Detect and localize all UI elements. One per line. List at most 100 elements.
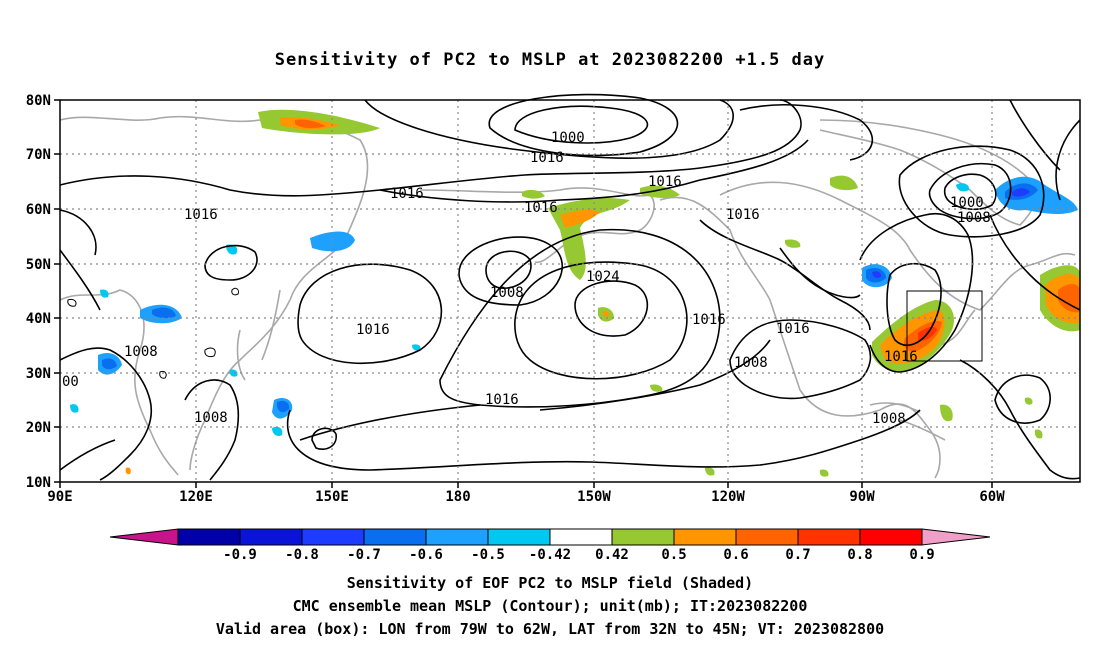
contour-label: 1016 xyxy=(485,392,519,408)
lon-label: 150W xyxy=(577,489,611,505)
contour-label: 1016 xyxy=(530,150,564,166)
contour-line xyxy=(204,244,258,281)
contour-line xyxy=(364,99,734,159)
contour-label: 1008 xyxy=(124,344,158,360)
contour-line xyxy=(1009,99,1081,201)
colorbar-label: -0.5 xyxy=(471,547,505,563)
contour-labels: 1000 1016 1016 1016 1016 1016 1016 1008 … xyxy=(62,130,991,427)
contour-label: 1016 xyxy=(648,174,682,190)
contour-line xyxy=(458,236,563,306)
lon-axis-labels: 90E 120E 150E 180 150W 120W 90W 60W xyxy=(47,489,1005,505)
valid-area-box xyxy=(906,290,983,362)
contour-label: 1008 xyxy=(957,210,991,226)
contour-line xyxy=(859,213,974,373)
shade-patch xyxy=(100,289,109,298)
contour-line xyxy=(485,250,532,289)
colorbar-swatch xyxy=(611,528,675,546)
shade-patch xyxy=(650,384,663,392)
contour-line xyxy=(59,439,116,471)
colorbar-min-arrow xyxy=(109,528,179,546)
contour-line xyxy=(59,347,153,481)
shade-patch xyxy=(125,467,131,475)
colorbar: -0.9 -0.8 -0.7 -0.6 -0.5 -0.42 0.42 0.5 0.6 0.7 0.… xyxy=(109,528,991,563)
colorbar-label: -0.7 xyxy=(347,547,381,563)
island-outline xyxy=(159,371,167,379)
chart-title: Sensitivity of PC2 to MSLP at 2023082200… xyxy=(274,50,826,70)
lon-label: 60W xyxy=(979,489,1005,505)
shade-patch xyxy=(226,244,238,255)
contour-label: 1016 xyxy=(776,321,810,337)
shade-patch xyxy=(295,119,326,129)
colorbar-label: 0.8 xyxy=(847,547,872,563)
contour-line xyxy=(379,139,809,203)
colorbar-swatch xyxy=(549,528,613,546)
shade-patch xyxy=(956,183,970,192)
contour-label: 1016 xyxy=(356,322,390,338)
shade-patch xyxy=(272,426,283,437)
shade-patch xyxy=(640,185,680,198)
colorbar-swatch xyxy=(797,528,861,546)
contour-line xyxy=(59,209,101,311)
shade-patch xyxy=(152,307,176,319)
coastline-greenland xyxy=(819,119,1037,226)
caption-line-2: CMC ensemble mean MSLP (Contour); unit(m… xyxy=(292,597,808,615)
island-outline xyxy=(204,347,216,358)
plot-frame xyxy=(59,99,1081,483)
colorbar-swatch xyxy=(177,528,241,546)
coastline-north-america xyxy=(659,181,1076,479)
lon-label: 120E xyxy=(179,489,213,505)
contour-line xyxy=(989,214,1081,311)
contour-label: 1024 xyxy=(586,269,620,285)
contour-line xyxy=(514,105,649,144)
shade-patch xyxy=(785,239,801,248)
colorbar-swatch xyxy=(735,528,799,546)
contour-label: 1008 xyxy=(734,355,768,371)
contour-line xyxy=(488,93,679,157)
contour-line xyxy=(943,173,997,211)
contour-line xyxy=(184,379,240,481)
contour-label: 1016 xyxy=(884,349,918,365)
contour-label: 1000 xyxy=(551,130,585,146)
colorbar-swatch xyxy=(363,528,427,546)
shade-patch xyxy=(310,231,355,252)
colorbar-label: -0.8 xyxy=(285,547,319,563)
shade-patch xyxy=(705,467,715,476)
colorbar-label: 0.9 xyxy=(909,547,934,563)
shade-patch xyxy=(560,209,600,228)
contour-label: 1008 xyxy=(872,411,906,427)
contour-line xyxy=(299,339,771,441)
shade-patch xyxy=(70,404,79,413)
caption-line-1: Sensitivity of EOF PC2 to MSLP field (Sh… xyxy=(346,574,754,592)
contour-line xyxy=(59,99,802,197)
shade-patch xyxy=(872,271,882,278)
contour-label: 1016 xyxy=(524,200,558,216)
shade-patch xyxy=(102,358,117,370)
contour-line xyxy=(779,247,861,299)
contour-line xyxy=(959,359,1081,480)
lon-label: 90E xyxy=(47,489,72,505)
mslp-contours xyxy=(59,93,1081,481)
colorbar-swatch xyxy=(487,528,551,546)
lat-label: 80N xyxy=(26,93,51,109)
colorbar-label: -0.6 xyxy=(409,547,443,563)
shade-patch xyxy=(940,404,953,422)
island-outline xyxy=(231,287,239,296)
shade-patch xyxy=(819,469,829,477)
colorbar-label: 0.5 xyxy=(661,547,686,563)
contour-line xyxy=(574,280,649,337)
contour-line xyxy=(994,374,1051,424)
contour-label: 1016 xyxy=(184,207,218,223)
coast-detail xyxy=(67,287,239,379)
contour-line xyxy=(286,409,921,471)
contour-label: 1016 xyxy=(726,207,760,223)
colorbar-label: -0.42 xyxy=(529,547,571,563)
colorbar-swatch xyxy=(301,528,365,546)
coastline-asia xyxy=(59,115,369,476)
colorbar-label: 0.7 xyxy=(785,547,810,563)
shade-patch xyxy=(830,175,858,191)
contour-label: 1008 xyxy=(490,285,524,301)
contour-label: 1000 xyxy=(950,195,984,211)
contour-line xyxy=(311,427,337,450)
contour-line xyxy=(514,261,688,380)
caption-line-3: Valid area (box): LON from 79W to 62W, L… xyxy=(215,620,885,638)
